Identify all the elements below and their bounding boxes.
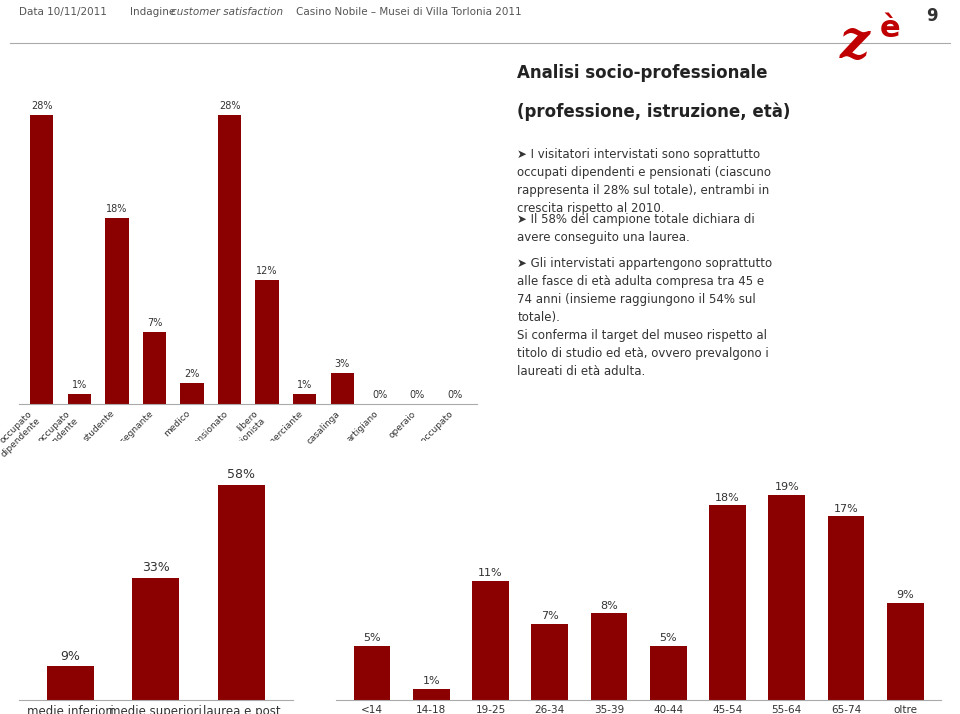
Bar [143,332,166,404]
Text: 28%: 28% [31,101,53,111]
Text: ➤ I visitatori intervistati sono soprattutto
occupati dipendenti e pensionati (c: ➤ I visitatori intervistati sono sopratt… [517,149,772,215]
Text: Data 10/11/2011: Data 10/11/2011 [19,7,108,17]
Bar [67,393,91,404]
Text: 1%: 1% [72,380,87,390]
Text: customer satisfaction: customer satisfaction [171,7,283,17]
Text: 0%: 0% [447,390,463,400]
Text: 5%: 5% [660,633,677,643]
Text: 18%: 18% [107,204,128,214]
Text: 12%: 12% [256,266,277,276]
Text: ➤ Il 58% del campione totale dichiara di
avere conseguito una laurea.: ➤ Il 58% del campione totale dichiara di… [517,213,756,244]
Bar [353,645,391,700]
Text: z: z [839,19,870,69]
Bar [768,495,805,700]
Bar [532,624,568,700]
Bar [709,506,746,700]
Text: 3%: 3% [335,359,349,369]
Bar [106,218,129,404]
Text: (professione, istruzione, età): (professione, istruzione, età) [517,103,791,121]
Text: 33%: 33% [142,561,170,574]
Text: 9: 9 [926,7,938,25]
Bar [413,689,449,700]
Text: 1%: 1% [422,676,440,686]
Bar [472,581,509,700]
Bar [218,116,241,404]
Text: 8%: 8% [600,600,618,610]
Text: 7%: 7% [540,611,559,621]
Text: 18%: 18% [715,493,740,503]
Bar [47,666,94,700]
Text: Indagine: Indagine [130,7,179,17]
Bar [887,603,924,700]
Text: 7%: 7% [147,318,162,328]
Bar [30,116,54,404]
Text: 58%: 58% [228,468,255,481]
Bar [590,613,628,700]
Bar [330,373,354,404]
Text: 0%: 0% [410,390,425,400]
Text: 1%: 1% [297,380,312,390]
Bar [650,645,686,700]
Text: 2%: 2% [184,369,200,379]
Bar [218,485,265,700]
Text: Si conferma il target del museo rispetto al
titolo di studio ed età, ovvero prev: Si conferma il target del museo rispetto… [517,328,769,378]
Text: 0%: 0% [372,390,388,400]
Text: Analisi socio-professionale: Analisi socio-professionale [517,64,768,82]
Text: 19%: 19% [775,482,799,492]
Text: Casino Nobile – Musei di Villa Torlonia 2011: Casino Nobile – Musei di Villa Torlonia … [296,7,521,17]
Bar [255,281,278,404]
Text: 17%: 17% [833,503,858,513]
Text: ➤ Gli intervistati appartengono soprattutto
alle fasce di età adulta compresa tr: ➤ Gli intervistati appartengono soprattu… [517,257,773,324]
Bar [180,383,204,404]
Text: 5%: 5% [363,633,381,643]
Text: 9%: 9% [60,650,81,663]
Text: 28%: 28% [219,101,240,111]
Bar [132,578,180,700]
Bar [828,516,864,700]
Bar [293,393,317,404]
Text: 9%: 9% [897,590,914,600]
Text: è: è [879,14,900,43]
Text: 11%: 11% [478,568,503,578]
